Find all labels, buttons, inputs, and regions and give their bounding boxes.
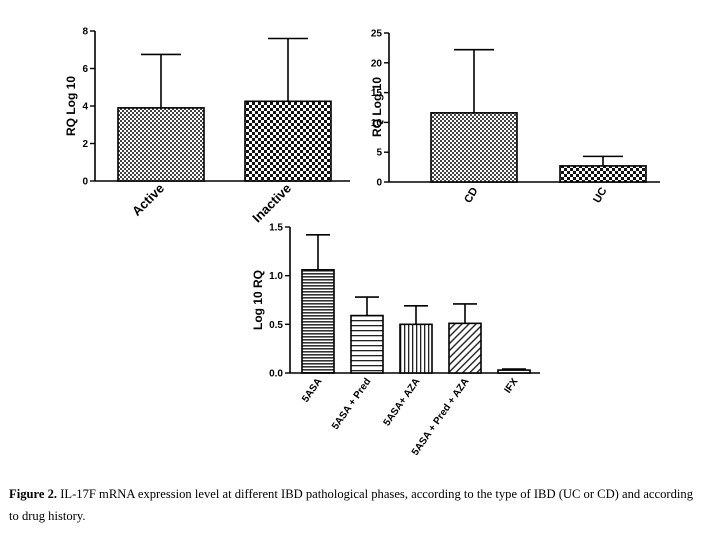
caption-text: IL-17F mRNA expression level at differen… [9, 487, 693, 523]
x-tick-label: UC [591, 185, 609, 205]
y-tick-label: 15 [371, 88, 383, 99]
y-tick-label: 6 [82, 64, 88, 75]
x-tick-label: 5ASA + Pred [330, 376, 373, 431]
x-tick-label: Active [129, 181, 167, 219]
y-tick-label: 10 [371, 118, 383, 129]
y-tick-label: 0 [82, 177, 88, 188]
y-tick-label: 20 [371, 58, 383, 69]
x-tick-label: 5ASA [300, 376, 324, 404]
bar [117, 107, 205, 182]
x-tick-label: IFX [503, 376, 521, 395]
bar [244, 100, 332, 182]
figure-caption: Figure 2. IL-17F mRNA expression level a… [9, 483, 703, 527]
y-tick-label: 5 [376, 148, 382, 159]
y-tick-label: 8 [82, 27, 88, 38]
bar [399, 323, 433, 374]
caption-label: Figure 2. [9, 487, 58, 501]
bar [430, 112, 518, 183]
y-axis-label: RQ Log 10 [64, 76, 78, 136]
x-tick-label: CD [462, 185, 480, 205]
bar [350, 314, 384, 374]
y-tick-label: 1.5 [269, 223, 283, 234]
bar [559, 165, 647, 183]
bar [497, 369, 531, 374]
y-tick-label: 25 [371, 29, 383, 40]
y-axis-label: RQ Log 10 [370, 77, 384, 137]
chart-disease-activity: 0 2 4 6 8 RQ Log 10 Active Inactive [64, 27, 350, 226]
y-tick-label: 2 [82, 139, 88, 150]
bar [301, 269, 335, 374]
y-tick-label: 1.0 [269, 271, 283, 282]
x-tick-label: 5ASA+ AZA [382, 376, 423, 428]
x-tick-label: 5ASA + Pred + AZA [410, 376, 472, 457]
figure-panels: 0 2 4 6 8 RQ Log 10 Active Inactive 0 5 10 15 20 25 R… [64, 27, 660, 458]
chart-ibd-type: 0 5 10 15 20 25 RQ Log 10 CD UC [370, 29, 660, 205]
bar [448, 322, 482, 374]
y-tick-label: 0.0 [269, 369, 283, 380]
y-axis-label: Log 10 RQ [251, 270, 265, 330]
x-tick-label: Inactive [249, 181, 294, 226]
y-tick-label: 0 [376, 178, 382, 189]
y-tick-label: 4 [82, 102, 88, 113]
y-tick-label: 0.5 [269, 320, 283, 331]
